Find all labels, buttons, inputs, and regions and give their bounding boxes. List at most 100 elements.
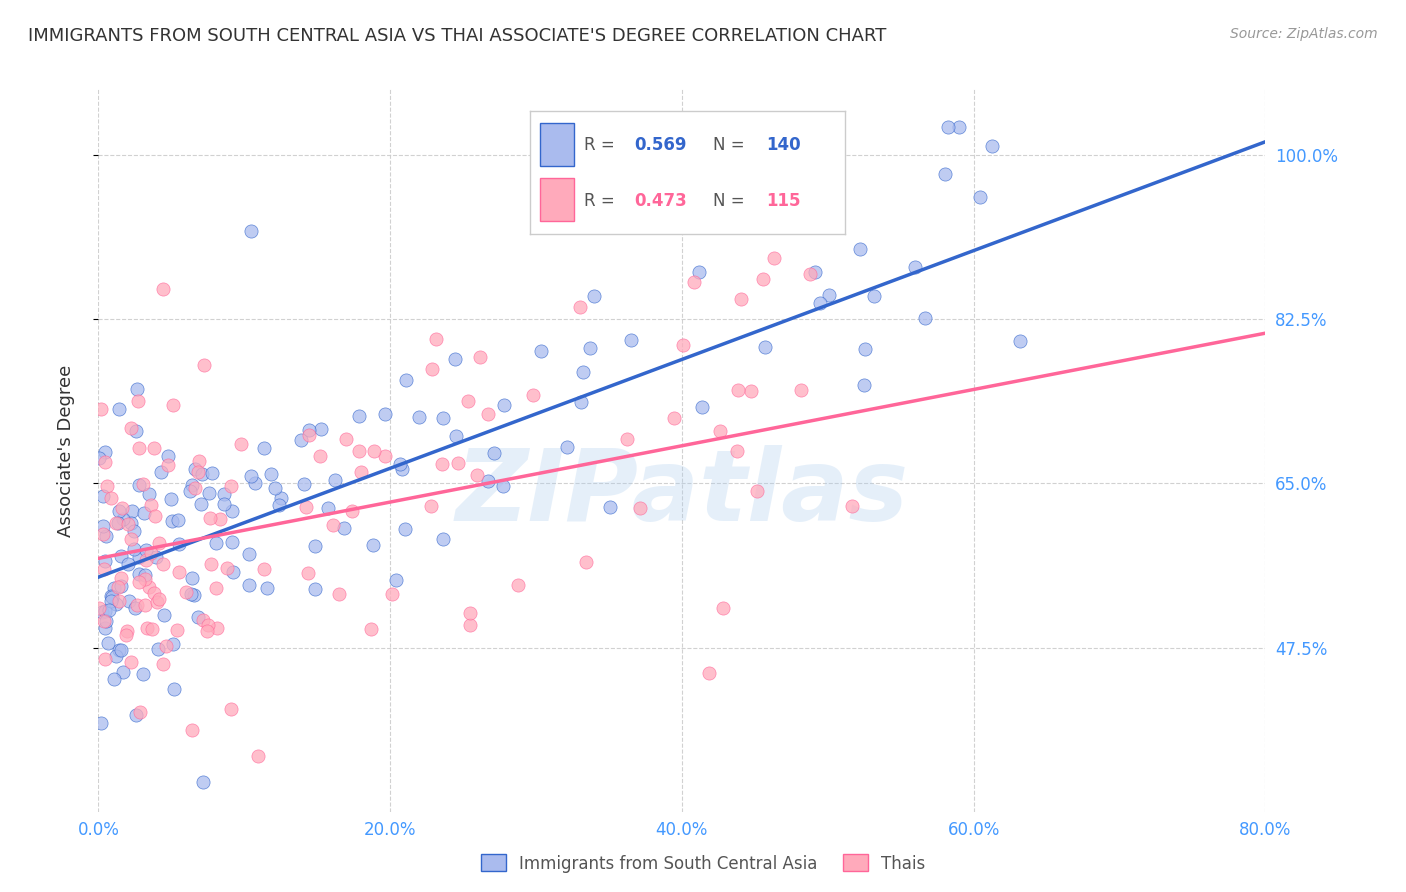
Point: [110, 549, 132, 563]
Point: [120, 516, 142, 530]
Point: [100, 491, 122, 505]
Point: [215, 561, 238, 575]
Point: [157, 449, 180, 463]
Point: [934, 167, 956, 181]
Point: [709, 425, 731, 439]
Point: [124, 424, 146, 438]
Point: [91, 489, 114, 503]
Point: [245, 476, 267, 491]
Point: [238, 547, 260, 561]
Point: [122, 542, 145, 557]
Point: [115, 624, 138, 639]
Point: [309, 449, 332, 463]
Point: [555, 440, 578, 454]
Point: [107, 580, 129, 594]
Point: [205, 621, 228, 635]
Point: [132, 477, 155, 491]
Point: [152, 607, 174, 622]
Point: [804, 265, 827, 279]
Point: [422, 361, 444, 376]
Point: [304, 539, 326, 553]
Point: [522, 387, 544, 401]
Point: [853, 343, 876, 357]
Point: [328, 587, 350, 601]
Point: [103, 672, 125, 686]
Text: Source: ZipAtlas.com: Source: ZipAtlas.com: [1230, 27, 1378, 41]
Point: [162, 398, 184, 412]
Point: [342, 504, 364, 518]
Point: [841, 499, 863, 513]
Point: [167, 565, 190, 579]
Point: [167, 536, 190, 550]
Point: [292, 477, 315, 491]
Point: [447, 456, 470, 470]
Point: [129, 706, 152, 720]
Point: [128, 566, 150, 581]
Point: [103, 581, 125, 595]
Point: [111, 512, 134, 526]
Point: [110, 579, 132, 593]
Point: [136, 621, 159, 635]
Point: [184, 462, 207, 476]
Point: [506, 577, 529, 591]
Point: [108, 594, 131, 608]
Point: [94, 621, 117, 635]
Point: [187, 454, 209, 468]
Point: [221, 504, 243, 518]
Point: [135, 543, 157, 558]
Point: [138, 487, 160, 501]
Point: [122, 524, 145, 538]
Legend: Immigrants from South Central Asia, Thais: Immigrants from South Central Asia, Thai…: [474, 847, 932, 880]
Point: [117, 558, 139, 572]
Point: [270, 491, 292, 505]
Text: ZIPatlas: ZIPatlas: [456, 445, 908, 542]
Point: [763, 210, 786, 224]
Point: [166, 623, 188, 637]
Point: [181, 571, 204, 585]
Point: [128, 574, 150, 589]
Point: [146, 641, 169, 656]
Point: [420, 499, 443, 513]
Point: [179, 484, 201, 499]
Point: [762, 251, 785, 265]
Point: [740, 384, 762, 398]
Point: [332, 521, 354, 535]
Point: [309, 422, 332, 436]
Point: [662, 411, 685, 425]
Point: [167, 513, 190, 527]
Point: [240, 224, 263, 238]
Point: [360, 623, 382, 637]
Point: [569, 394, 592, 409]
Point: [425, 332, 447, 346]
Point: [747, 484, 769, 499]
Point: [145, 550, 167, 565]
Point: [180, 587, 202, 601]
Point: [697, 665, 720, 680]
Point: [730, 293, 752, 307]
Point: [260, 467, 283, 482]
Point: [139, 545, 162, 559]
Point: [212, 497, 235, 511]
Point: [143, 509, 166, 524]
Point: [125, 708, 148, 723]
Point: [184, 481, 207, 495]
Point: [754, 340, 776, 354]
Point: [125, 598, 148, 612]
Point: [914, 310, 936, 325]
Point: [132, 667, 155, 681]
Point: [221, 535, 243, 549]
Point: [361, 538, 384, 552]
Point: [264, 481, 287, 495]
Point: [94, 455, 117, 469]
Point: [121, 504, 143, 518]
Point: [530, 343, 553, 358]
Point: [849, 242, 872, 256]
Point: [290, 434, 312, 448]
Point: [208, 512, 231, 526]
Point: [477, 408, 499, 422]
Point: [672, 338, 695, 352]
Point: [141, 498, 163, 512]
Point: [134, 568, 156, 582]
Point: [222, 565, 245, 579]
Point: [298, 428, 321, 442]
